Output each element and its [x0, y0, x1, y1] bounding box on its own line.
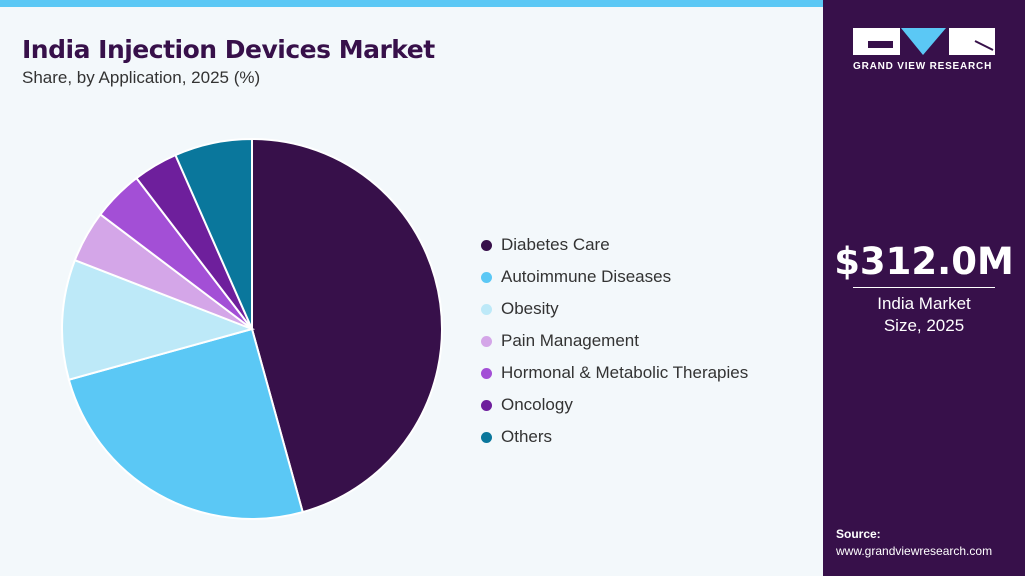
- divider: [853, 287, 995, 288]
- legend-swatch: [481, 399, 492, 411]
- pie-slice-others: [174, 137, 253, 330]
- legend-swatch: [481, 367, 492, 379]
- legend-label: Obesity: [501, 299, 559, 318]
- legend-swatch: [481, 271, 492, 283]
- source-label: Source:: [836, 527, 881, 541]
- pie-slice-diabetes-care: [251, 137, 443, 514]
- legend-label: Oncology: [501, 395, 573, 414]
- source-url[interactable]: www.grandviewresearch.com: [836, 544, 993, 558]
- legend-label: Diabetes Care: [501, 235, 610, 254]
- pie-chart: [61, 137, 443, 520]
- legend-item: Oncology: [481, 389, 748, 421]
- chart-subtitle: Share, by Application, 2025 (%): [22, 68, 261, 87]
- market-size-label: India Market Size, 2025: [877, 294, 971, 335]
- legend-item: Others: [481, 421, 748, 453]
- legend-swatch: [481, 335, 492, 347]
- legend-item: Hormonal & Metabolic Therapies: [481, 357, 748, 389]
- logo-text: GRAND VIEW RESEARCH: [853, 61, 993, 72]
- legend-swatch: [481, 239, 492, 251]
- legend-swatch: [481, 431, 492, 443]
- legend-label: Pain Management: [501, 331, 639, 350]
- market-size-value: $312.0M: [834, 240, 1014, 283]
- pie-slice-autoimmune-diseases: [67, 327, 304, 520]
- sidebar: GRAND VIEW RESEARCH $312.0M India Market…: [823, 0, 1025, 576]
- source: Source: www.grandviewresearch.com: [836, 526, 992, 560]
- chart-title: India Injection Devices Market: [22, 35, 435, 64]
- legend-label: Others: [501, 427, 553, 446]
- gvr-logo: [853, 28, 995, 55]
- legend-item: Pain Management: [481, 325, 748, 357]
- legend-item: Autoimmune Diseases: [481, 261, 748, 293]
- legend-item: Diabetes Care: [481, 229, 748, 261]
- legend-item: Obesity: [481, 293, 748, 325]
- legend-label: Autoimmune Diseases: [501, 267, 672, 286]
- legend-label: Hormonal & Metabolic Therapies: [501, 363, 749, 382]
- legend-swatch: [481, 303, 492, 315]
- pie-slice-obesity: [61, 258, 256, 381]
- legend: Diabetes Care Autoimmune Diseases Obesity P…: [481, 229, 748, 453]
